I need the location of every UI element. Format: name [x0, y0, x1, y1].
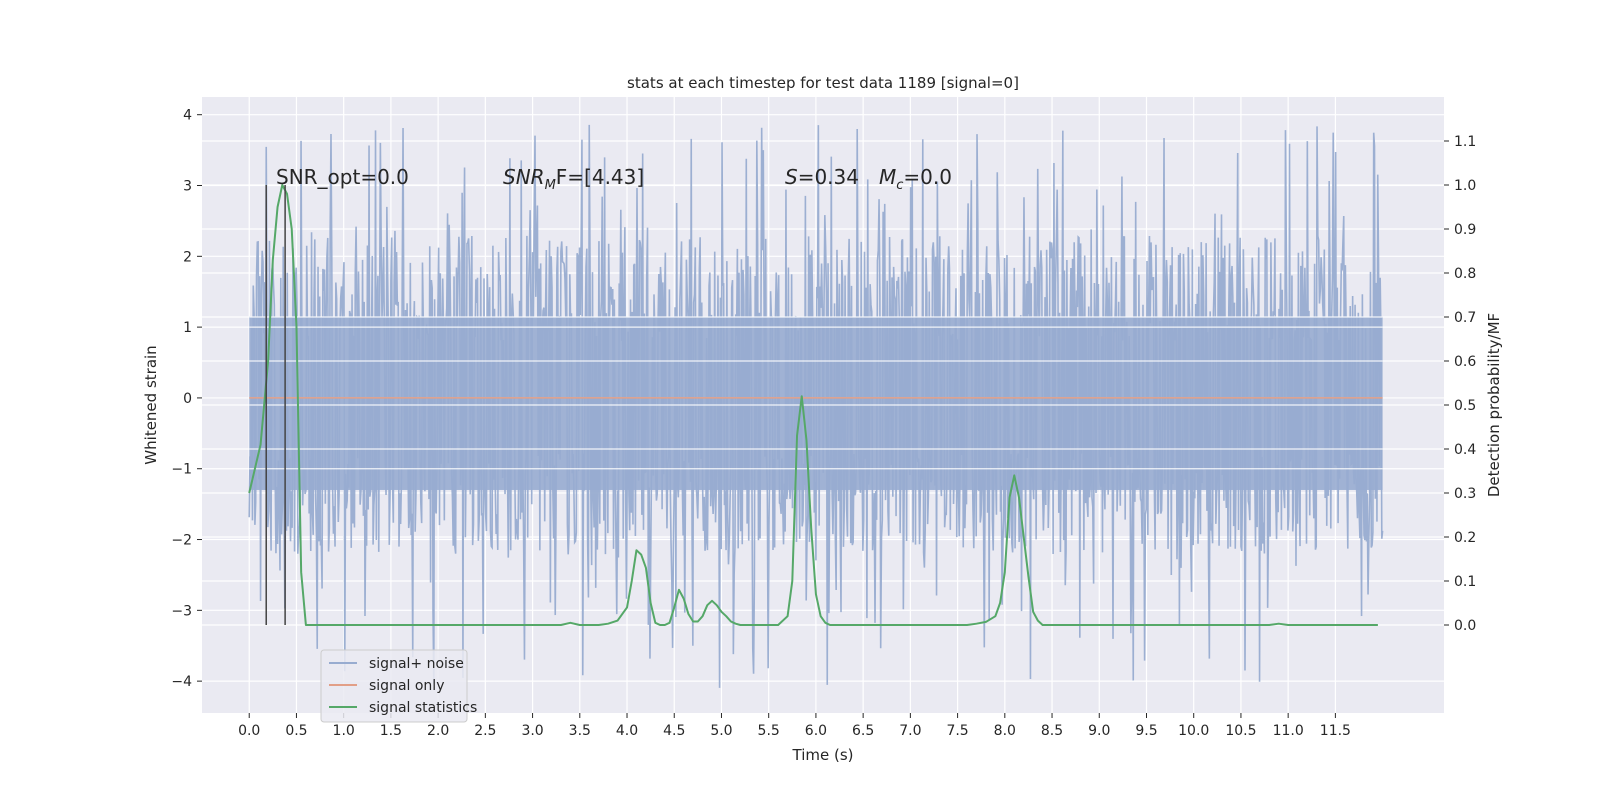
annotation-snr-mf-sub: M — [545, 178, 556, 193]
annotation-mc-base: M — [879, 165, 896, 189]
x-tick-label: 1.0 — [333, 723, 355, 739]
y-tick-label-right: 0.4 — [1454, 442, 1476, 458]
x-tick-label: 5.0 — [710, 723, 732, 739]
annotation-s-rest: =0.34 — [798, 165, 859, 189]
y-tick-label-left: 1 — [183, 320, 192, 336]
annotation-mc-sub: c — [896, 178, 903, 193]
y-tick-label-right: 0.6 — [1454, 354, 1476, 370]
annotation-snr-mf-base: SNR — [503, 165, 545, 189]
y-tick-label-left: −1 — [171, 462, 192, 478]
y-tick-label-right: 0.3 — [1454, 486, 1476, 502]
legend-label-signal-statistics: signal statistics — [369, 700, 477, 716]
annotation-snr-mf: SNRMF=[4.43] — [503, 165, 644, 193]
x-tick-label: 4.0 — [616, 723, 638, 739]
x-tick-label: 8.5 — [1041, 723, 1063, 739]
y-tick-label-right: 0.0 — [1454, 618, 1476, 634]
series-signal-noise — [248, 124, 1384, 688]
y-axis-label-left: Whitened strain — [142, 345, 160, 464]
y-tick-label-right: 0.7 — [1454, 310, 1476, 326]
x-tick-label: 1.5 — [380, 723, 402, 739]
annotation-snr-opt: SNR_opt=0.0 — [276, 165, 409, 189]
y-axis-label-right: Detection probability/MF — [1485, 313, 1503, 497]
x-tick-label: 10.0 — [1178, 723, 1209, 739]
y-tick-label-left: 3 — [183, 179, 192, 195]
x-tick-label: 7.0 — [899, 723, 921, 739]
annotation-s: S=0.34 — [785, 165, 859, 189]
y-ticks-right: 1.1 1.0 0.9 0.8 0.7 0.6 0.5 0.4 0.3 0.2 0.1 0.0 — [1444, 134, 1476, 634]
x-tick-label: 2.5 — [474, 723, 496, 739]
y-tick-label-right: 1.0 — [1454, 178, 1476, 194]
x-tick-label: 4.5 — [663, 723, 685, 739]
vertical-markers — [265, 185, 286, 625]
x-axis-label: Time (s) — [792, 746, 854, 764]
y-tick-label-left: −2 — [171, 533, 192, 549]
y-tick-label-right: 1.1 — [1454, 134, 1476, 150]
x-tick-label: 6.0 — [805, 723, 827, 739]
y-tick-label-left: 0 — [183, 391, 192, 407]
y-tick-label-right: 0.1 — [1454, 574, 1476, 590]
x-tick-label: 5.5 — [758, 723, 780, 739]
x-tick-label: 11.0 — [1273, 723, 1304, 739]
signal-noise-band — [249, 316, 1383, 490]
y-tick-label-right: 0.9 — [1454, 222, 1476, 238]
y-tick-label-right: 0.2 — [1454, 530, 1476, 546]
legend-label-signal-noise: signal+ noise — [369, 656, 464, 672]
series-signal-statistics — [248, 184, 1378, 626]
x-tick-label: 3.0 — [521, 723, 543, 739]
x-ticks: 0.0 0.5 1.0 1.5 2.0 2.5 3.0 3.5 4.0 4.5 5.0 5.5 6.0 6… — [238, 713, 1351, 739]
x-tick-label: 2.0 — [427, 723, 449, 739]
legend-box — [320, 649, 468, 723]
annotation-s-base: S — [785, 165, 798, 189]
y-tick-label-left: 2 — [183, 249, 192, 265]
x-tick-label: 10.5 — [1225, 723, 1256, 739]
y-ticks-left: 4 3 2 1 0 −1 −2 −3 −4 — [171, 108, 202, 690]
annotation-snr-mf-rest: F=[4.43] — [556, 165, 644, 189]
legend-label-signal-only: signal only — [369, 678, 444, 694]
x-tick-label: 0.0 — [238, 723, 260, 739]
y-tick-label-right: 0.5 — [1454, 398, 1476, 414]
y-tick-label-right: 0.8 — [1454, 266, 1476, 282]
chart-title: stats at each timestep for test data 118… — [627, 74, 1019, 92]
annotation-mc-rest: =0.0 — [903, 165, 952, 189]
y-tick-label-left: 4 — [183, 108, 192, 124]
legend: signal+ noise signal only signal statist… — [320, 649, 477, 723]
x-tick-label: 8.0 — [994, 723, 1016, 739]
x-tick-label: 9.0 — [1088, 723, 1110, 739]
y-tick-label-left: −3 — [171, 603, 192, 619]
signal-noise-line — [248, 124, 1384, 688]
x-tick-label: 11.5 — [1320, 723, 1351, 739]
x-tick-label: 0.5 — [285, 723, 307, 739]
y-tick-label-left: −4 — [171, 674, 192, 690]
x-tick-label: 6.5 — [852, 723, 874, 739]
x-tick-label: 3.5 — [569, 723, 591, 739]
x-tick-label: 7.5 — [946, 723, 968, 739]
x-tick-label: 9.5 — [1135, 723, 1157, 739]
signal-statistics-line — [248, 184, 1378, 626]
annotation-mc: Mc=0.0 — [879, 165, 952, 193]
